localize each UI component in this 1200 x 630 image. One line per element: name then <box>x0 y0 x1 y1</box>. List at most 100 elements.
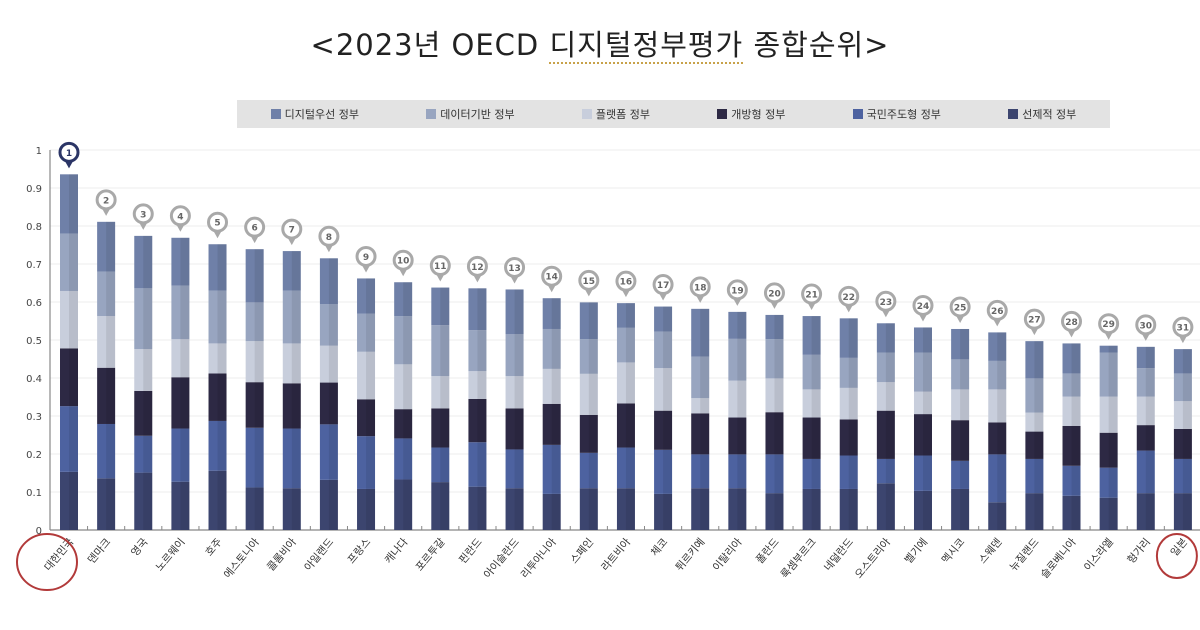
bar-segment <box>802 458 821 489</box>
rank-label: 2 <box>103 196 109 206</box>
bar-segment <box>134 288 153 350</box>
bar-segment <box>431 287 450 326</box>
bar-segment <box>431 325 450 377</box>
bar-shade <box>1108 345 1118 530</box>
bar-shade <box>180 237 190 530</box>
bar-segment <box>1173 428 1192 459</box>
bar-segment <box>1099 345 1118 353</box>
bar-segment <box>1136 493 1155 530</box>
y-tick-label: 0.6 <box>26 298 42 309</box>
bar-shade <box>588 302 598 530</box>
rank-marker <box>986 299 1008 321</box>
bar-segment <box>171 481 190 530</box>
legend-item: 선제적 정부 <box>1008 106 1076 122</box>
rank-marker <box>1023 308 1045 330</box>
bar-segment <box>1025 458 1044 494</box>
bar-segment <box>616 327 635 363</box>
rank-marker <box>281 218 303 240</box>
category-label: 포르투갈 <box>413 535 448 573</box>
category-label: 대한민국 <box>42 536 76 574</box>
bar-segment <box>1025 431 1044 459</box>
bar-segment <box>394 364 413 410</box>
legend-swatch <box>717 109 728 119</box>
bar-segment <box>913 414 932 456</box>
bar-shade <box>774 314 784 530</box>
category-label: 리투아니아 <box>519 536 559 581</box>
bar-segment <box>691 413 710 455</box>
rank-marker <box>429 255 451 277</box>
bar-segment <box>542 403 561 445</box>
title-part: 디지털정부평가 <box>549 28 744 64</box>
rank-label: 19 <box>731 286 744 296</box>
bar-segment <box>876 410 895 459</box>
bar-segment <box>988 454 1007 503</box>
bar-segment <box>431 376 450 409</box>
bar-segment <box>208 373 227 421</box>
bar-segment <box>542 298 561 329</box>
bar-segment <box>839 488 858 530</box>
bar-segment <box>60 174 78 234</box>
bar-segment <box>357 488 376 530</box>
y-tick-label: 0.8 <box>26 222 42 233</box>
bar-segment <box>431 482 450 530</box>
rank-label: 11 <box>434 262 447 272</box>
bar-segment <box>654 331 673 369</box>
y-tick-label: 0.1 <box>26 488 42 499</box>
bar-segment <box>505 289 524 335</box>
bar-segment <box>1099 432 1118 468</box>
bar-segment <box>839 455 858 489</box>
bar-segment <box>134 349 153 391</box>
category-label: 프랑스 <box>346 536 374 566</box>
rank-marker <box>1098 313 1120 335</box>
bar-segment <box>691 488 710 530</box>
bar-segment <box>654 368 673 411</box>
legend-label: 선제적 정부 <box>1022 108 1077 121</box>
bar-segment <box>1173 458 1192 494</box>
bar-segment <box>282 290 301 344</box>
rank-marker <box>207 211 229 233</box>
bar-segment <box>951 328 970 360</box>
bar-shade <box>848 318 858 530</box>
legend-item: 디지털우선 정부 <box>270 106 359 122</box>
bar-segment <box>171 428 190 482</box>
rank-marker <box>763 282 785 304</box>
bar-segment <box>319 258 338 305</box>
category-label: 튀르키예 <box>673 536 708 574</box>
bar-segment <box>988 502 1007 530</box>
bar-segment <box>876 352 895 383</box>
bar-shade <box>328 258 338 530</box>
rank-label: 26 <box>991 307 1004 317</box>
bar-segment <box>616 362 635 404</box>
rank-marker <box>58 141 80 163</box>
bar-shade <box>477 288 487 530</box>
category-label: 스웨덴 <box>977 536 1005 566</box>
bar-segment <box>951 488 970 530</box>
rank-label: 6 <box>252 224 258 234</box>
bar-segment <box>542 444 561 494</box>
bar-segment <box>394 409 413 439</box>
legend-label: 개방형 정부 <box>731 108 786 121</box>
bar-segment <box>394 479 413 530</box>
bar-segment <box>357 436 376 489</box>
bar-segment <box>765 378 784 413</box>
bar-segment <box>951 359 970 390</box>
category-label: 영국 <box>129 536 151 559</box>
bar-segment <box>60 406 78 472</box>
bar-segment <box>505 376 524 409</box>
rank-label: 20 <box>768 289 781 299</box>
rank-label: 3 <box>140 210 146 220</box>
category-label: 콜롬비아 <box>265 536 299 574</box>
category-label: 일본 <box>1168 535 1191 558</box>
bar-segment <box>616 447 635 489</box>
bar-segment <box>1173 401 1192 429</box>
bar-segment <box>208 343 227 374</box>
bar-segment <box>1136 368 1155 397</box>
category-label: 핀란드 <box>457 536 485 566</box>
rank-marker <box>95 189 117 211</box>
bar-segment <box>1173 373 1192 402</box>
rank-label: 30 <box>1140 321 1153 331</box>
y-tick-label: 0.4 <box>26 374 42 385</box>
bar-segment <box>1136 346 1155 369</box>
bar-segment <box>728 338 747 381</box>
bar-segment <box>616 403 635 448</box>
